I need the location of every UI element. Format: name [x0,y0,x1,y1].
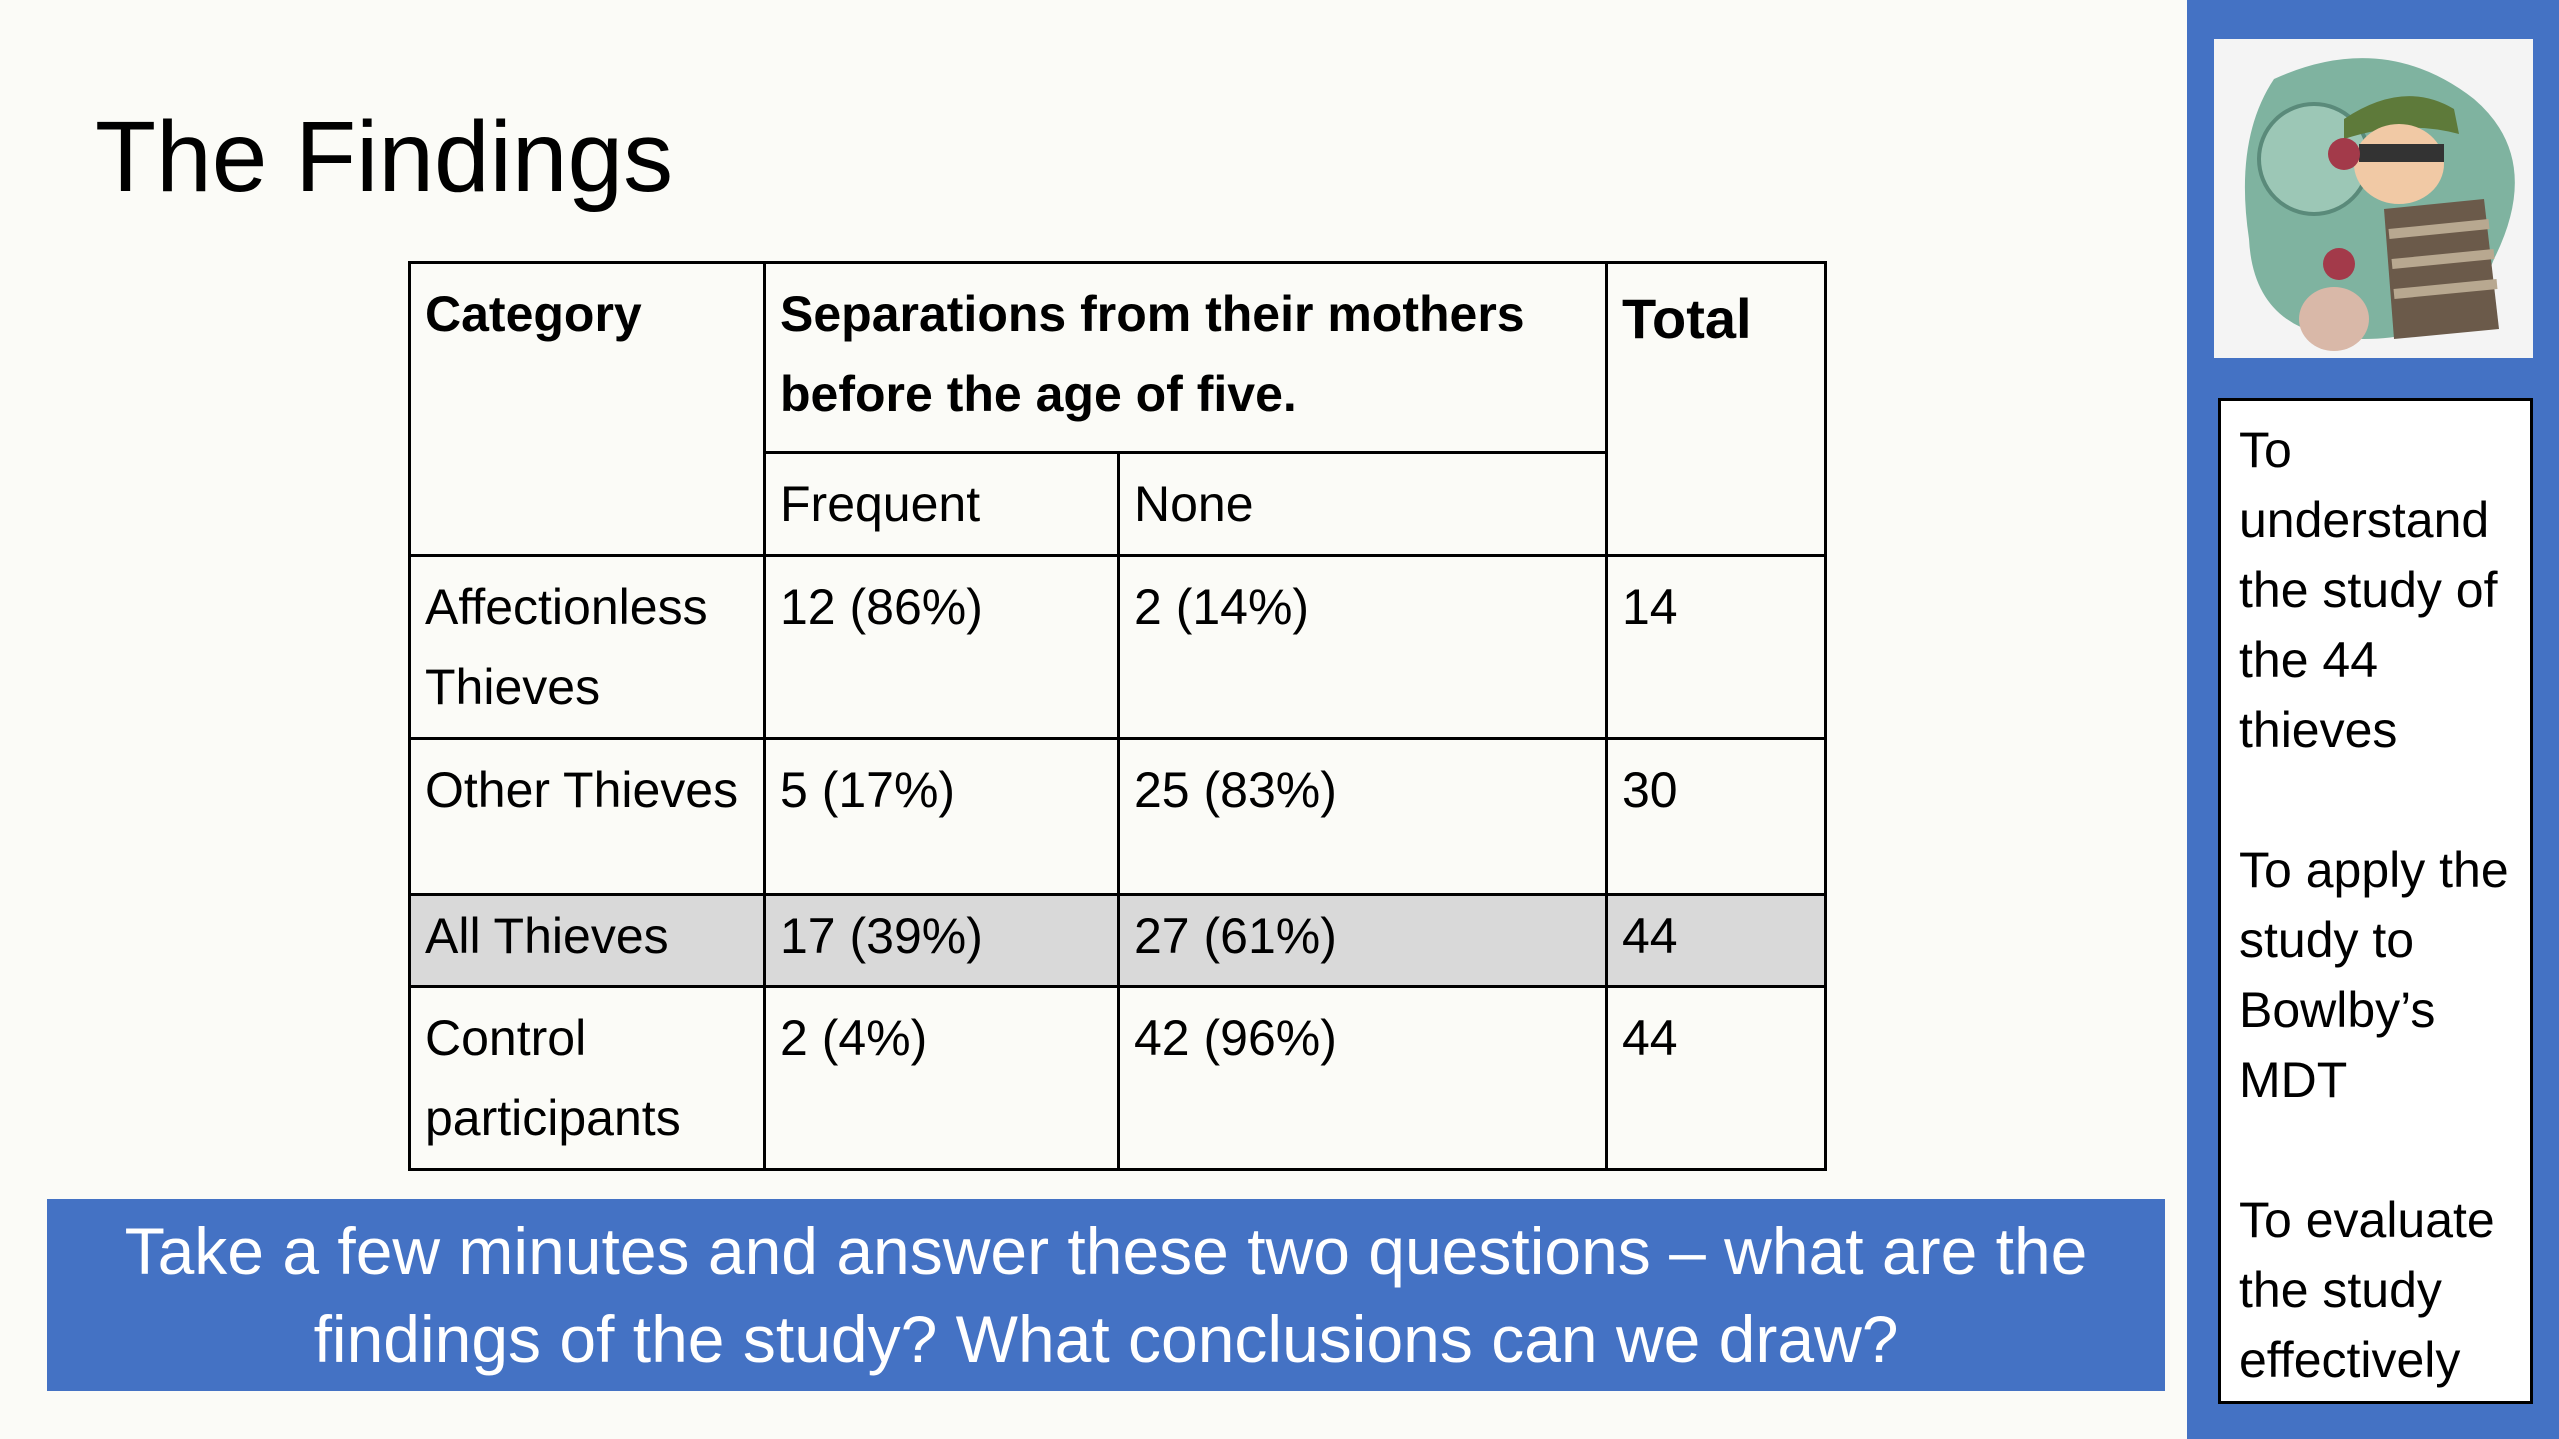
prompt-banner: Take a few minutes and answer these two … [47,1199,2165,1391]
cell: 14 [1605,554,1827,740]
table-row: All Thieves 17 (39%) 27 (61%) 44 [408,893,1827,988]
objectives-box: To understand the study of the 44 thieve… [2218,398,2533,1404]
cell: 27 (61%) [1117,893,1608,988]
cell: 17 (39%) [763,893,1120,988]
face [2354,124,2444,204]
objective: To apply the study to Bowlby’s MDT [2239,842,2509,1108]
cell: 30 [1605,737,1827,896]
stripes [2388,219,2498,299]
mask [2359,144,2444,162]
cell: 12 (86%) [763,554,1120,740]
prompt-text: Take a few minutes and answer these two … [124,1214,2088,1376]
cell: 44 [1605,985,1827,1171]
cell: Affectionless Thieves [408,554,766,740]
subheader-row: Frequent None [410,451,1826,557]
cell: 44 [1605,893,1827,988]
cap [2344,96,2459,139]
cell: 5 (17%) [763,737,1120,896]
header-row: Category Separations from their mothers … [408,261,1827,557]
cell: Control participants [408,985,766,1171]
cell: Other Thieves [408,737,766,896]
header-cell: Total [1605,261,1827,557]
table-row: Other Thieves 5 (17%) 25 (83%) 30 [408,737,1827,896]
header-cell: None [1117,451,1608,557]
thief-illustration [2214,39,2533,358]
header-cell: Frequent [763,451,1120,557]
cell: All Thieves [408,893,766,988]
cell: 2 (14%) [1117,554,1608,740]
glove [2328,138,2360,170]
objective: To evaluate the study effectively [2239,1192,2495,1388]
findings-table: Category Separations from their mothers … [408,261,1827,1171]
header-cell: Category [408,261,766,557]
slide-title: The Findings [95,101,674,213]
table-row: Affectionless Thieves 12 (86%) 2 (14%) 14 [408,554,1827,740]
header-cell: Separations from their mothers before th… [763,261,1608,454]
money-bag [2299,287,2369,351]
cell: 25 (83%) [1117,737,1608,896]
glove [2323,248,2355,280]
objective: To understand the study of the 44 thieve… [2239,422,2498,758]
cell: 2 (4%) [763,985,1120,1171]
cell: 42 (96%) [1117,985,1608,1171]
table-row: Control participants 2 (4%) 42 (96%) 44 [408,985,1827,1171]
